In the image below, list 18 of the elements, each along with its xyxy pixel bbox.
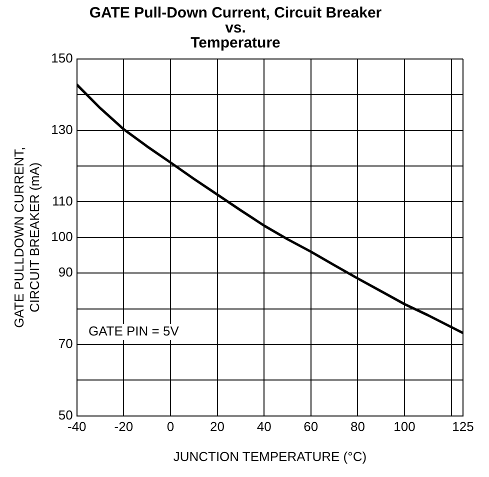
y-tick-label: 110 xyxy=(52,193,73,208)
x-tick-label: 80 xyxy=(350,419,365,434)
chart-title: GATE Pull-Down Current, Circuit Breaker vs. Temperature xyxy=(89,4,382,52)
y-tick-label: 70 xyxy=(58,336,73,352)
y-tick-label: 150 xyxy=(51,50,73,66)
x-tick-label: 60 xyxy=(304,419,318,434)
x-tick-label: 100 xyxy=(394,419,416,434)
x-tick-label: -20 xyxy=(114,419,134,434)
x-tick-label: 125 xyxy=(452,419,474,434)
x-tick-label: 0 xyxy=(166,419,174,434)
y-tick-label: 100 xyxy=(51,228,73,244)
y-axis-title: GATE PULLDOWN CURRENT, CIRCUIT BREAKER (mA) xyxy=(11,146,42,328)
x-tick-label: 40 xyxy=(256,419,272,434)
y-tick-label: 130 xyxy=(51,122,73,137)
annotation: GATE PIN = 5V xyxy=(88,324,180,339)
y-tick-label: 90 xyxy=(58,264,73,280)
x-axis-title: JUNCTION TEMPERATURE (°C) xyxy=(173,448,367,464)
x-tick-label: 20 xyxy=(210,419,225,434)
